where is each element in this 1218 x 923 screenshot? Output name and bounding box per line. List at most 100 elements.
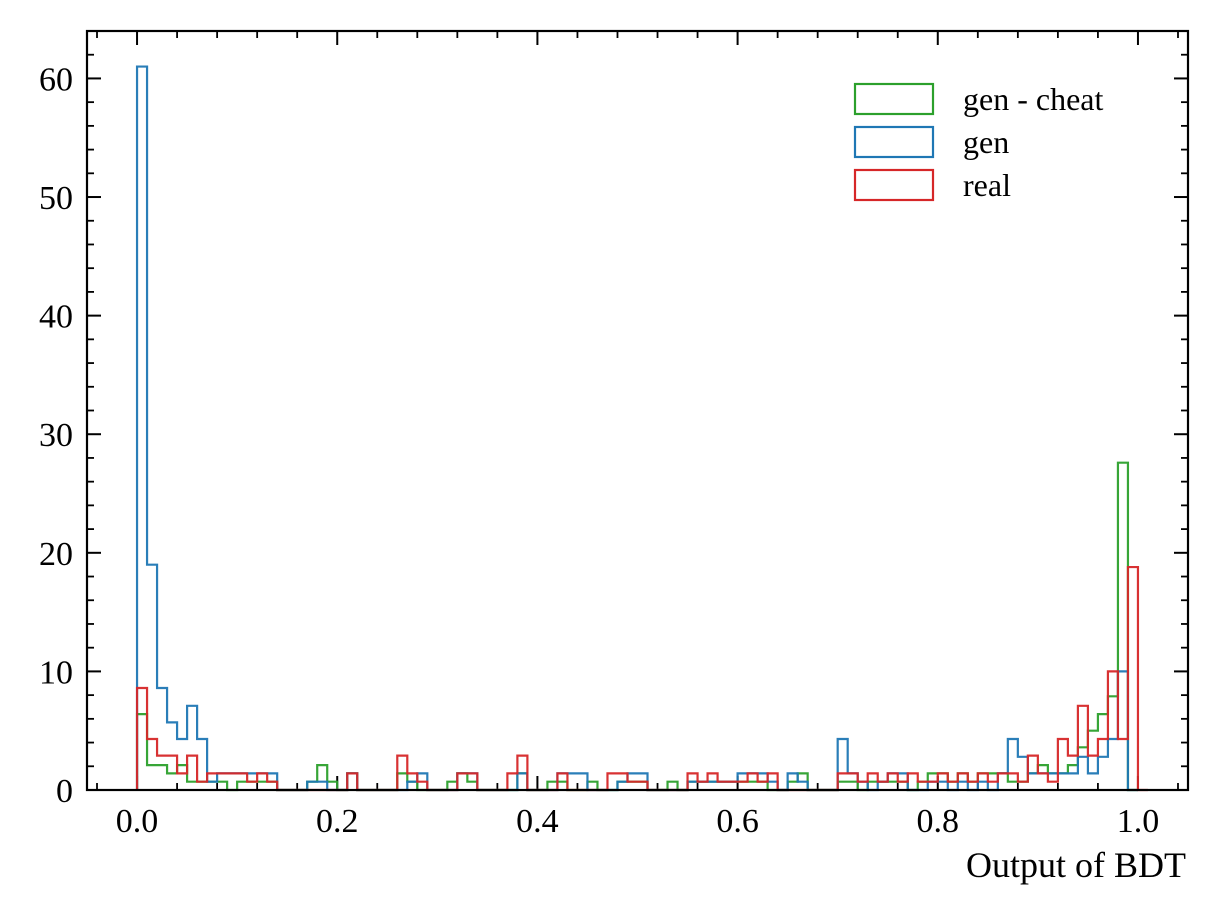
x-tick-label: 0.6	[716, 803, 759, 840]
histogram-bar-real	[1078, 706, 1088, 790]
y-tick-label: 40	[39, 299, 73, 336]
histogram-bar-real	[898, 782, 908, 790]
histogram-bar-real	[948, 782, 958, 790]
histogram-bar-real	[517, 756, 527, 790]
histogram-bar-real	[237, 773, 247, 790]
y-tick-label: 30	[39, 417, 73, 454]
histogram-bar-real	[217, 773, 227, 790]
histogram-bar-real	[1058, 739, 1068, 790]
histogram-bar-real	[187, 756, 197, 790]
plot-frame	[85, 29, 1190, 792]
legend-label-gen: gen	[963, 124, 1009, 160]
histogram-bar-real	[938, 773, 948, 790]
histogram-bar-real	[988, 782, 998, 790]
histogram-bar-real	[1048, 782, 1058, 790]
histogram-bar-real	[207, 773, 217, 790]
series-gen-cheat	[135, 461, 1138, 792]
x-tick-label: 0.0	[116, 803, 159, 840]
histogram-bar-real	[728, 782, 738, 790]
histogram-bar-real	[1128, 567, 1138, 790]
histogram-bar-gen	[798, 782, 808, 790]
histogram-bar-gen-cheat	[327, 782, 337, 790]
histogram-bar-gen-cheat	[447, 782, 457, 790]
histogram-bar-real	[1098, 739, 1108, 790]
histogram-bar-real	[868, 773, 878, 790]
histogram-bar-real	[688, 773, 698, 790]
histogram-bar-real	[457, 773, 467, 790]
histogram-bar-real	[718, 782, 728, 790]
histogram-bar-real	[848, 773, 858, 790]
histogram-bar-real	[177, 773, 187, 790]
series-outline-real	[135, 565, 1148, 792]
histogram-bar-real	[978, 773, 988, 790]
histogram-bar-real	[1068, 756, 1078, 790]
x-tick-label: 0.8	[917, 803, 960, 840]
y-tick-label: 10	[39, 654, 73, 691]
histogram-bar-real	[858, 782, 868, 790]
histogram-bar-real	[267, 782, 277, 790]
y-tick-label: 50	[39, 180, 73, 217]
histogram-bar-real	[1018, 782, 1028, 790]
histogram-bar-gen	[137, 67, 147, 790]
histogram-bar-real	[417, 782, 427, 790]
histogram-bar-real	[768, 773, 778, 790]
histogram-bar-real	[838, 773, 848, 790]
histogram-bar-gen	[307, 782, 317, 790]
histogram-bar-real	[617, 773, 627, 790]
histogram-bar-real	[197, 782, 207, 790]
x-tick-label: 0.2	[316, 803, 359, 840]
histogram-bar-real	[698, 782, 708, 790]
ticks-layer: 0.0 0.2 0.4 0.6 0.8 1.0 0 10 20 30 40 50 60	[39, 31, 1188, 840]
y-tick-label: 60	[39, 61, 73, 98]
histogram-bar-real	[1038, 773, 1048, 790]
histogram-bar-real	[507, 773, 517, 790]
histogram-bar-real	[407, 773, 417, 790]
histogram-bar-real	[607, 773, 617, 790]
histogram-bar-real	[467, 773, 477, 790]
histogram-bar-real	[958, 773, 968, 790]
histogram-bar-real	[557, 773, 567, 790]
plot-frame-layer	[85, 29, 1190, 792]
histogram-bar-real	[748, 773, 758, 790]
histogram-bar-gen	[317, 782, 327, 790]
histogram-bar-gen-cheat	[668, 782, 678, 790]
legend-swatch-real	[853, 168, 935, 202]
histogram-bar-real	[878, 782, 888, 790]
histogram-bar-real	[1088, 756, 1098, 790]
histogram-bar-real	[1008, 773, 1018, 790]
histogram-bar-real	[257, 773, 267, 790]
histogram-bar-real	[968, 782, 978, 790]
legend-label-real: real	[963, 167, 1011, 203]
histogram-bar-real	[888, 773, 898, 790]
y-tick-label: 0	[56, 773, 73, 810]
histogram-bar-real	[247, 782, 257, 790]
histogram-bar-real	[998, 773, 1008, 790]
x-tick-label: 1.0	[1117, 803, 1160, 840]
histogram-bar-real	[638, 782, 648, 790]
series-outline-gen-cheat	[135, 461, 1138, 792]
histogram-bar-real	[227, 773, 237, 790]
histogram-bar-real	[1028, 756, 1038, 790]
histogram-bar-real	[397, 756, 407, 790]
histogram-bar-gen	[788, 773, 798, 790]
histogram-bar-real	[708, 773, 718, 790]
histogram-bar-gen-cheat	[587, 782, 597, 790]
histogram-bar-real	[147, 739, 157, 790]
histogram-bar-real	[928, 782, 938, 790]
y-tick-label: 20	[39, 536, 73, 573]
histogram-bar-gen	[567, 773, 577, 790]
histogram-bar-real	[908, 773, 918, 790]
histogram-bar-real	[137, 688, 147, 790]
histogram-bar-real	[167, 756, 177, 790]
histogram-bar-gen-cheat	[547, 782, 557, 790]
legend-label-gen-cheat: gen - cheat	[963, 81, 1103, 117]
legend: gen - cheat gen real	[853, 81, 1103, 203]
histogram-bar-real	[738, 782, 748, 790]
legend-swatch-gen	[853, 125, 935, 159]
histogram-bar-real	[918, 782, 928, 790]
histogram-bar-real	[157, 756, 167, 790]
legend-swatch-gen-cheat	[853, 82, 935, 116]
histogram-bar-real	[347, 773, 357, 790]
